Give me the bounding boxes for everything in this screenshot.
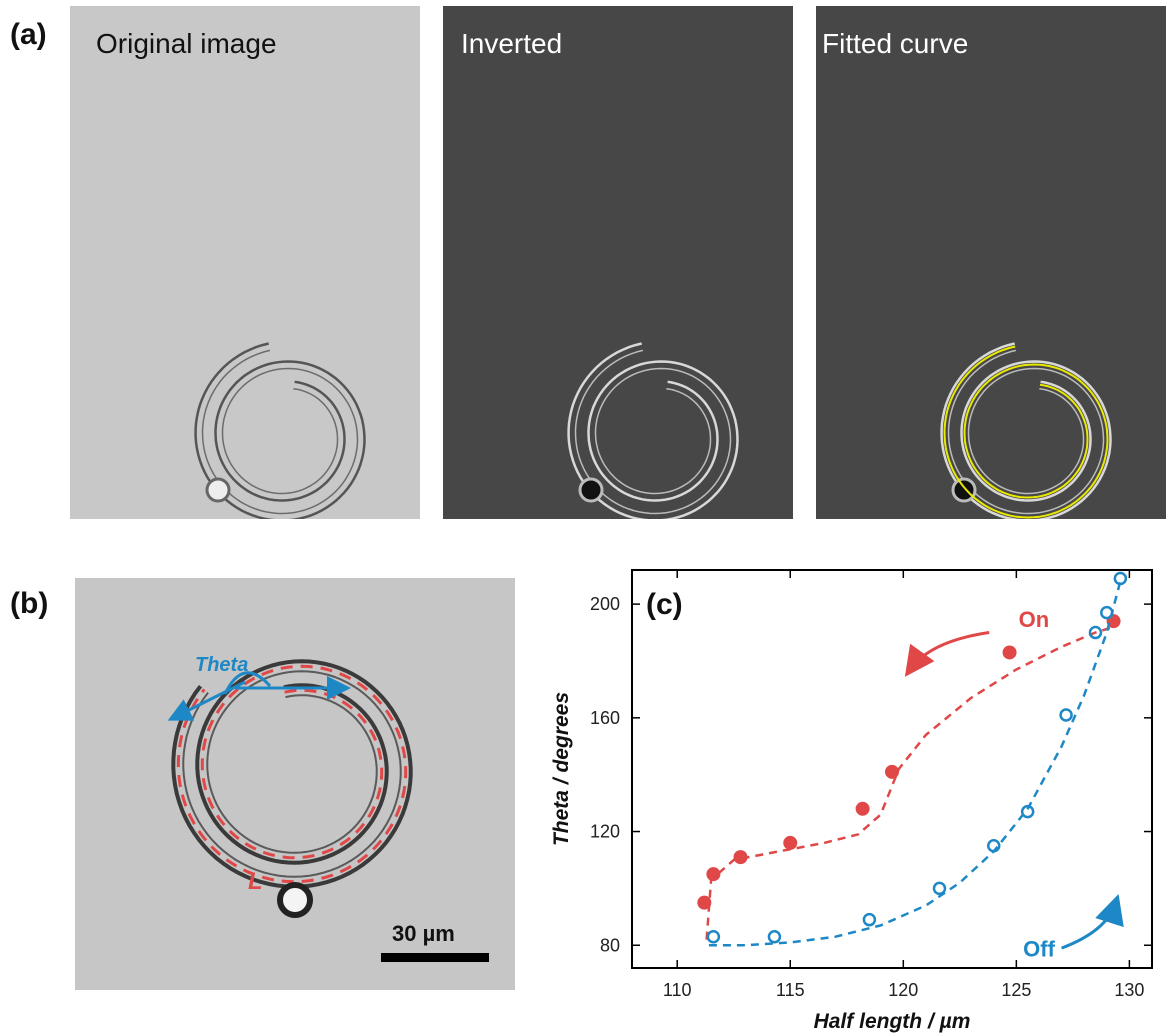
data-point-on (855, 801, 870, 816)
original-image: Original image (70, 6, 420, 519)
theta-annotation: Theta (195, 654, 249, 676)
annotated-coil-canvas (75, 578, 515, 990)
inverted-image-canvas (443, 6, 793, 519)
annotated-coil-image: Theta L 30 µm (75, 578, 515, 990)
data-point-on (783, 835, 798, 850)
data-point-on (706, 867, 721, 882)
fitted-curve-image-title: Fitted curve (822, 28, 969, 59)
image-background (75, 578, 515, 990)
y-tick-label: 160 (590, 708, 620, 728)
data-point-off (1113, 571, 1128, 586)
y-tick-label: 120 (590, 822, 620, 842)
fit-line-on (705, 625, 1114, 940)
data-point-off (1088, 625, 1103, 640)
data-point-off (767, 929, 782, 944)
x-tick-label: 110 (663, 980, 692, 1000)
panel-c-label: (c) (646, 588, 683, 621)
scale-bar (381, 953, 489, 962)
data-point-off (986, 839, 1001, 853)
image-background (443, 6, 793, 519)
y-tick-label: 80 (600, 935, 620, 955)
image-background (70, 6, 420, 519)
fitted-curve-image-canvas (816, 6, 1166, 519)
on-direction-arrow (904, 631, 990, 677)
panel-a-label: (a) (10, 18, 47, 51)
image-background (816, 6, 1166, 519)
x-tick-label: 130 (1114, 980, 1144, 1000)
bead (578, 477, 604, 503)
coil-outline-outer (171, 659, 413, 889)
data-point-off (1100, 605, 1114, 620)
series-label-off: Off (1023, 937, 1055, 962)
plot-frame (631, 569, 1153, 969)
theta-angle-arc (223, 671, 272, 695)
data-point-off (1020, 804, 1035, 819)
panel-b-label: (b) (10, 587, 49, 620)
data-point-off (862, 912, 877, 927)
x-tick-label: 120 (888, 980, 918, 1000)
bead (277, 882, 313, 918)
data-point-on (697, 895, 712, 910)
off-direction-arrow (1061, 894, 1124, 950)
length-dashed-curve (176, 664, 408, 884)
fitted-curve (943, 345, 1109, 519)
length-annotation: L (248, 868, 263, 895)
inverted-image-title: Inverted (461, 28, 563, 59)
y-tick-label: 200 (590, 594, 620, 614)
series-label-on: On (1019, 607, 1050, 632)
y-axis-label: Theta / degrees (550, 692, 573, 846)
original-image-canvas (70, 6, 420, 519)
coil-outline-inner (182, 670, 402, 878)
scale-bar-label: 30 µm (392, 921, 455, 946)
original-image-title: Original image (96, 28, 277, 59)
data-point-off (706, 929, 721, 944)
x-axis-label: Half length / µm (814, 1010, 971, 1033)
data-point-on (1002, 645, 1017, 660)
data-point-off (932, 881, 947, 896)
theta-vs-length-chart: 110 115 120 125 130 80 120 160 200 Half length / … (550, 569, 1153, 1033)
fitted-curve-image: Fitted curve (816, 6, 1166, 519)
data-point-on (733, 850, 748, 865)
data-point-off (1059, 708, 1073, 722)
bead (951, 477, 977, 503)
inverted-image: Inverted (443, 6, 793, 519)
data-point-on (885, 764, 899, 779)
x-tick-label: 125 (1001, 980, 1031, 1000)
theta-arrow-left (167, 680, 246, 721)
bead (205, 477, 231, 503)
x-tick-label: 115 (776, 980, 805, 1000)
fit-line-off (708, 581, 1122, 947)
